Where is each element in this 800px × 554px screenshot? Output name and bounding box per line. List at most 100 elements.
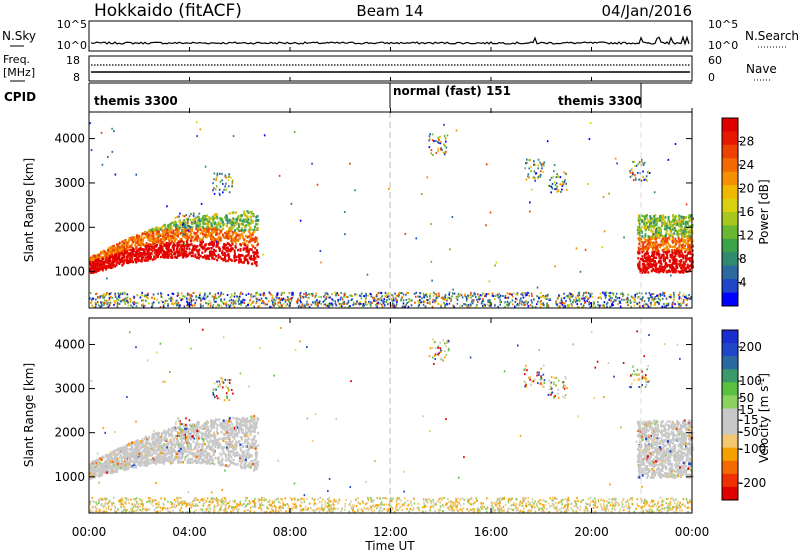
echo-cell [167,237,170,241]
echo-cell [206,225,209,229]
echo-cell [440,305,442,308]
echo-cell [491,292,494,295]
echo-cell [638,236,641,240]
echo-cell [105,252,108,255]
echo-cell [530,292,533,295]
echo-cell [604,296,607,299]
echo-cell [384,295,387,298]
echo-cell [663,235,666,238]
echo-cell [153,240,156,243]
echo-cell [670,267,673,270]
echo-cell [170,231,173,234]
echo-cell [243,241,246,244]
echo-cell [249,211,252,214]
echo-cell [194,234,197,238]
echo-cell [472,299,475,302]
echo-cell [672,267,675,271]
echo-cell [350,294,353,297]
echo-cell [453,306,455,309]
echo-cell [141,304,143,307]
echo-cell [232,218,235,221]
echo-cell [276,296,278,299]
echo-cell [215,306,218,309]
echo-cell [664,305,667,308]
echo-cell [415,237,418,240]
echo-cell [644,246,647,249]
echo-cell [664,267,667,270]
echo-cell [687,216,690,219]
echo-cell [235,235,238,239]
echo-cell [249,431,252,435]
echo-cell [215,243,218,246]
echo-cell [164,449,167,452]
echo-cell [644,226,647,229]
echo-cell [124,250,127,254]
echo-cell [531,301,533,304]
echo-cell [668,295,671,298]
echo-cell [201,256,204,259]
echo-cell [556,190,558,193]
echo-cell [239,254,242,257]
echo-cell [131,256,134,259]
echo-cell [609,305,612,308]
echo-cell [223,236,226,240]
colorbar-swatch [722,238,738,253]
echo-cell [139,296,142,299]
echo-cell [127,304,130,307]
echo-cell [184,231,187,235]
echo-cell [369,303,372,306]
echo-cell [145,247,148,251]
echo-cell [608,292,611,295]
echo-cell [221,179,223,182]
echo-cell [177,229,180,232]
echo-cell [570,293,572,296]
echo-cell [109,259,112,263]
echo-cell [618,296,621,299]
echo-cell [221,172,223,175]
echo-cell [156,255,159,258]
echo-cell [657,250,660,253]
echo-cell [232,238,235,241]
echo-cell [203,214,206,218]
echo-cell [613,299,616,302]
echo-cell [125,298,128,301]
echo-cell [255,223,258,226]
echo-cell [225,176,228,179]
echo-cell [386,293,389,296]
echo-cell [561,180,564,183]
echo-cell [671,264,674,267]
echo-cell [487,292,490,295]
echo-cell [652,254,655,258]
echo-cell [629,171,631,174]
echo-cell [203,222,206,225]
echo-cell [578,299,581,302]
echo-cell [359,301,362,304]
echo-cell [676,301,679,304]
echo-cell [227,230,230,234]
echo-cell [290,202,293,205]
echo-cell [399,292,402,295]
echo-cell [546,140,549,143]
echo-cell [417,295,419,298]
echo-cell [652,225,655,228]
echo-cell [443,123,445,126]
echo-cell [200,218,203,221]
echo-cell [673,249,676,252]
echo-cell [680,225,683,229]
echo-cell [111,265,114,269]
echo-cell [684,270,687,273]
echo-cell [658,227,661,231]
nsearch-label: N.Search [745,29,799,43]
echo-cell [677,224,680,227]
echo-cell [276,292,279,295]
echo-cell [648,242,651,245]
echo-cell [443,301,445,304]
echo-cell [256,251,259,255]
echo-cell [188,243,191,247]
echo-cell [251,262,254,266]
echo-cell [414,295,417,298]
echo-cell [418,304,421,307]
echo-cell [316,183,319,186]
echo-cell [207,234,210,237]
echo-cell [669,255,672,258]
